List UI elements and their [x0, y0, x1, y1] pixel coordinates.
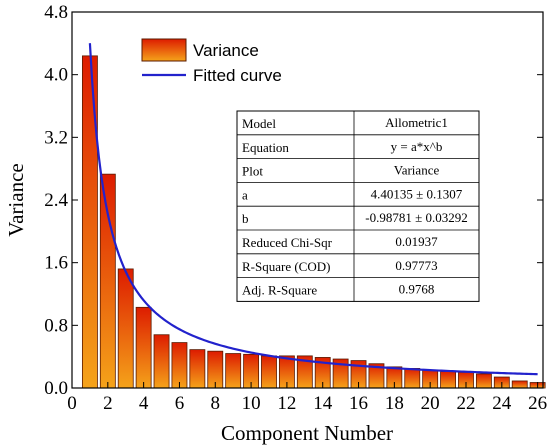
bar-1: [81, 55, 98, 389]
stats-row-label: Model: [242, 116, 276, 131]
x-tick-label: 18: [385, 393, 404, 414]
x-axis-title: Component Number: [221, 421, 393, 445]
stats-row-label: b: [242, 211, 249, 226]
x-tick-label: 8: [211, 393, 221, 414]
stats-row-value: Allometric1: [385, 115, 448, 130]
y-tick-label: 1.6: [44, 253, 68, 274]
stats-row-label: R-Square (COD): [242, 259, 330, 274]
bar-23: [475, 373, 492, 389]
x-tick-label: 24: [492, 393, 512, 414]
x-axis-ticks: 0 2 4 6 8 10 12 14 16 18 20 22 24 26: [67, 382, 547, 414]
bar-25: [511, 380, 528, 389]
stats-row-value: y = a*x^b: [391, 139, 443, 154]
y-tick-label: 4.8: [44, 2, 68, 23]
bar-11: [261, 355, 277, 389]
y-tick-label: 3.2: [44, 127, 68, 148]
x-tick-label: 4: [139, 393, 149, 414]
fit-statistics-table: Model Allometric1 Equation y = a*x^b Plot Var…: [236, 110, 480, 302]
x-tick-label: 2: [103, 393, 113, 414]
x-tick-label: 6: [175, 393, 185, 414]
stats-row-value: 0.9768: [399, 282, 435, 297]
fitted-curve-line: [88, 43, 538, 376]
x-tick-label: 16: [349, 393, 368, 414]
bar-21: [440, 371, 456, 389]
stats-row-label: a: [242, 187, 248, 202]
bar-7: [189, 349, 206, 389]
stats-row-label: Equation: [242, 140, 289, 155]
legend-bar-swatch: [141, 38, 187, 62]
x-tick-label: 0: [67, 393, 77, 414]
bar-2: [99, 173, 116, 389]
x-tick-label: 10: [242, 393, 261, 414]
stats-row-value: Variance: [394, 163, 440, 178]
bar-9: [225, 353, 242, 389]
legend-bar-label: Variance: [193, 41, 259, 60]
bar-3: [117, 268, 134, 389]
bar-6: [171, 342, 188, 389]
legend: Variance Fitted curve: [141, 38, 282, 85]
x-tick-label: 12: [277, 393, 296, 414]
y-tick-label: 0.8: [44, 315, 68, 336]
y-tick-label: 0.0: [44, 378, 68, 399]
y-tick-label: 2.4: [44, 190, 68, 211]
x-tick-label: 14: [313, 393, 333, 414]
y-axis-ticks: 0.0 0.8 1.6 2.4 3.2 4.0 4.8: [44, 2, 543, 399]
bar-19: [404, 368, 421, 389]
stats-row-label: Reduced Chi-Sqr: [242, 235, 333, 250]
stats-row-value: 0.01937: [395, 234, 438, 249]
x-tick-label: 26: [528, 393, 547, 414]
bar-5: [153, 334, 170, 389]
stats-row-label: Plot: [242, 164, 263, 179]
stats-row-value: -0.98781 ± 0.03292: [365, 210, 467, 225]
legend-curve-label: Fitted curve: [193, 66, 282, 85]
y-axis-title: Variance: [4, 163, 28, 236]
x-tick-label: 22: [456, 393, 475, 414]
stats-row-value: 0.97773: [395, 258, 437, 273]
bars-group: [81, 55, 546, 389]
stats-row-label: Adj. R-Square: [242, 283, 317, 298]
x-tick-label: 20: [421, 393, 440, 414]
stats-row-value: 4.40135 ± 0.1307: [371, 186, 463, 201]
bar-4: [135, 306, 152, 389]
y-tick-label: 4.0: [44, 65, 68, 86]
